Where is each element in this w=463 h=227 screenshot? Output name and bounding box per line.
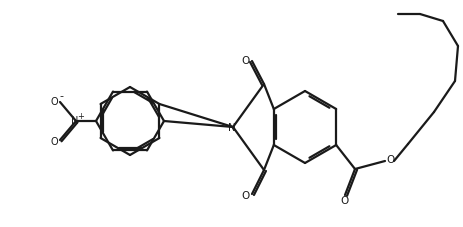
Text: O: O	[240, 190, 249, 200]
Text: O: O	[50, 136, 58, 146]
Text: +: +	[77, 111, 84, 120]
Text: -: -	[59, 91, 63, 101]
Text: O: O	[240, 56, 249, 66]
Text: N: N	[71, 116, 79, 126]
Text: O: O	[340, 195, 348, 205]
Text: O: O	[50, 96, 58, 106]
Text: O: O	[386, 154, 394, 164]
Text: N: N	[228, 122, 235, 132]
